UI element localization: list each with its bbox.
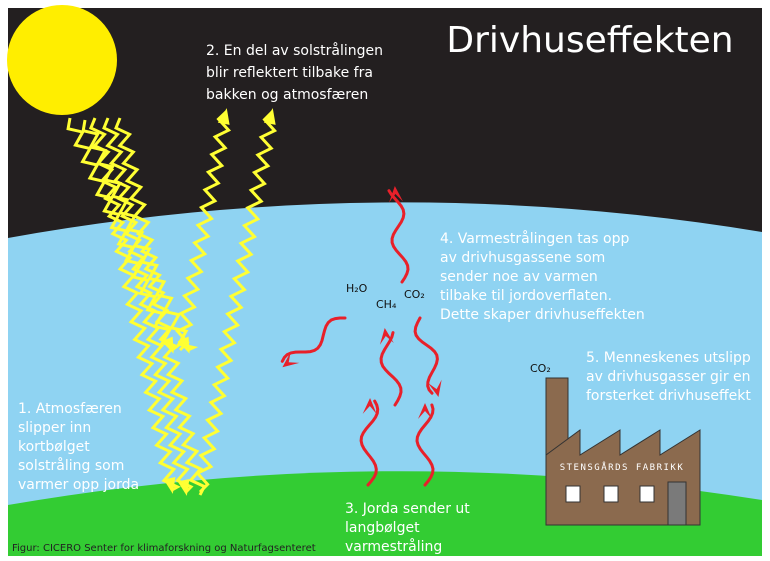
caption-line: varmestråling <box>345 538 442 555</box>
caption-line: bakken og atmosfæren <box>206 87 368 103</box>
diagram: STENSGÅRDS FABRIKK Drivhuseffekten H₂O C… <box>0 0 770 561</box>
factory-sign: STENSGÅRDS FABRIKK <box>560 461 685 473</box>
caption-line: varmer opp jorda <box>18 477 139 493</box>
title: Drivhuseffekten <box>446 20 733 61</box>
caption-line: 1. Atmosfæren <box>18 401 122 417</box>
caption-line: Dette skaper drivhuseffekten <box>440 307 645 323</box>
door <box>668 482 686 525</box>
gas-label: CH₄ <box>376 298 397 311</box>
window <box>640 486 654 502</box>
caption-line: slipper inn <box>18 420 91 436</box>
caption-line: 4. Varmestrålingen tas opp <box>440 230 629 247</box>
gas-label: CO₂ <box>530 362 551 375</box>
caption-line: av drivhusgasser gir en <box>586 369 751 385</box>
credit: Figur: CICERO Senter for klimaforskning … <box>12 543 316 554</box>
window <box>566 486 580 502</box>
caption-line: 3. Jorda sender ut <box>345 501 470 517</box>
window <box>604 486 618 502</box>
caption-line: 2. En del av solstrålingen <box>206 42 383 59</box>
caption-line: 5. Menneskenes utslipp <box>586 350 751 366</box>
caption-line: forsterket drivhuseffekt <box>586 388 751 404</box>
caption-line: tilbake til jordoverflaten. <box>440 288 612 304</box>
caption-line: langbølget <box>345 520 420 536</box>
caption-line: solstråling som <box>18 457 124 474</box>
sun <box>7 5 117 115</box>
caption-line: blir reflektert tilbake fra <box>206 65 373 81</box>
caption-line: av drivhusgassene som <box>440 250 605 266</box>
page: {"title": "Drivhuseffekten", "step_2": [… <box>0 0 770 561</box>
gas-label: CO₂ <box>404 288 425 301</box>
gas-label: H₂O <box>346 282 368 295</box>
caption-line: sender noe av varmen <box>440 269 598 285</box>
caption-line: kortbølget <box>18 439 90 455</box>
